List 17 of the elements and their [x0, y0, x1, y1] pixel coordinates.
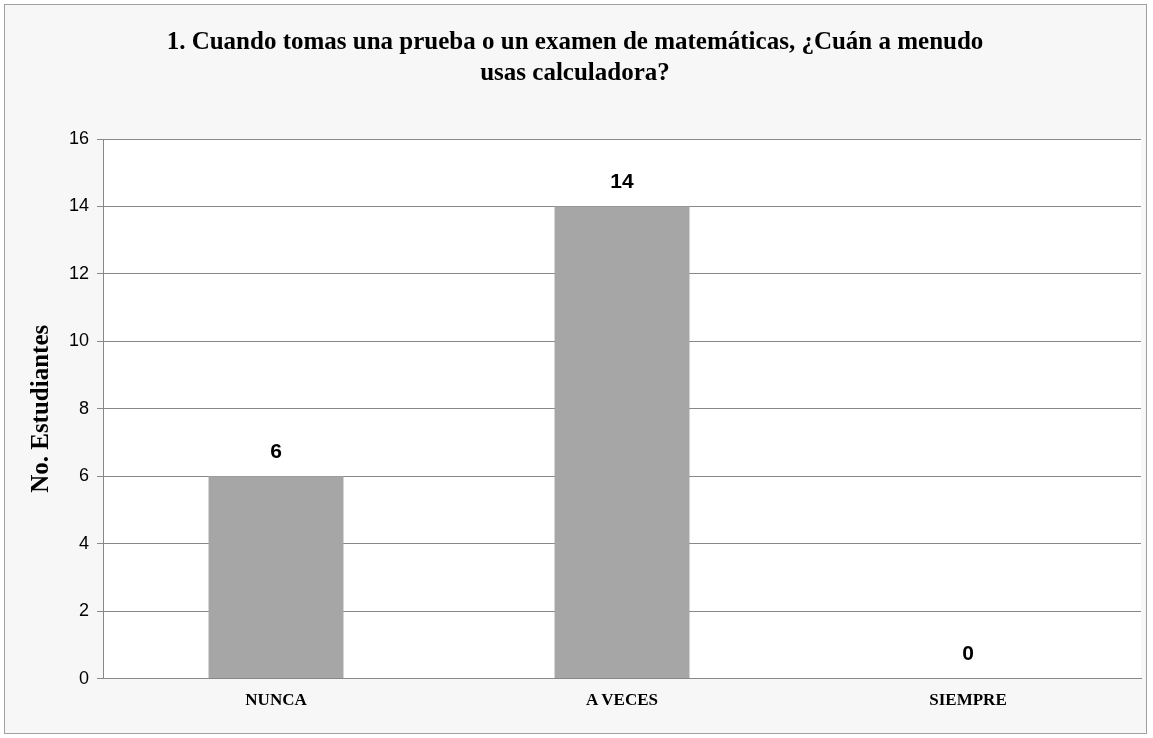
y-tick-label: 10 [68, 330, 90, 351]
data-label: 0 [962, 640, 974, 664]
y-tick-label: 6 [79, 465, 90, 486]
y-tick-label: 14 [68, 195, 90, 216]
y-tick-label: 8 [79, 397, 90, 418]
x-tick-label: A VECES [586, 690, 658, 710]
data-label: 14 [610, 168, 635, 192]
y-tick-label: 2 [79, 600, 90, 621]
y-tick-label: 4 [79, 532, 90, 553]
y-tick-label: 16 [68, 127, 90, 148]
chart-title: 1. Cuando tomas una prueba o un examen de matemáticas, ¿Cuán a menudo usas calculadora? [165, 26, 985, 87]
y-axis-title: No. Estudiantes [26, 324, 54, 493]
y-tick-label: 12 [68, 262, 90, 283]
data-label: 6 [270, 438, 282, 462]
x-tick-label: NUNCA [245, 690, 308, 710]
y-tick-label: 0 [79, 667, 90, 688]
x-tick-label: SIEMPRE [929, 690, 1007, 710]
